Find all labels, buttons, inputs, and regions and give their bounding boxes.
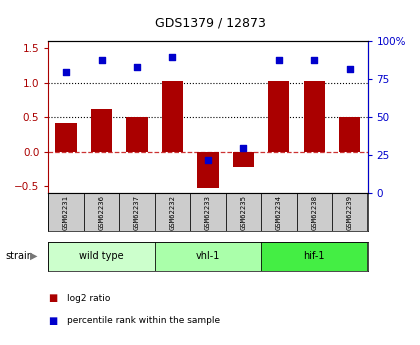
- Point: [240, 145, 247, 150]
- Text: percentile rank within the sample: percentile rank within the sample: [67, 316, 220, 325]
- Bar: [233, 152, 254, 167]
- Bar: [119, 193, 155, 231]
- Point: [63, 69, 69, 75]
- Bar: [190, 193, 226, 231]
- Bar: [261, 193, 297, 231]
- Point: [311, 57, 318, 62]
- Bar: [197, 152, 218, 188]
- Bar: [155, 193, 190, 231]
- Text: vhl-1: vhl-1: [196, 251, 220, 261]
- Text: ▶: ▶: [30, 251, 38, 261]
- Text: wild type: wild type: [79, 251, 124, 261]
- Bar: [126, 117, 147, 152]
- Bar: [297, 193, 332, 231]
- Text: GSM62238: GSM62238: [311, 195, 317, 230]
- Text: ■: ■: [48, 294, 58, 303]
- Text: GSM62235: GSM62235: [240, 195, 247, 230]
- Bar: [162, 81, 183, 152]
- Text: GSM62237: GSM62237: [134, 195, 140, 230]
- Bar: [332, 193, 368, 231]
- Text: GSM62233: GSM62233: [205, 195, 211, 230]
- Bar: [91, 109, 112, 152]
- Text: log2 ratio: log2 ratio: [67, 294, 110, 303]
- Text: ■: ■: [48, 316, 58, 326]
- Bar: [226, 193, 261, 231]
- Bar: [48, 241, 155, 271]
- Bar: [339, 117, 360, 152]
- Text: GSM62234: GSM62234: [276, 195, 282, 230]
- Text: GSM62239: GSM62239: [347, 195, 353, 230]
- Bar: [48, 193, 84, 231]
- Bar: [304, 81, 325, 152]
- Text: GSM62236: GSM62236: [99, 195, 105, 230]
- Text: GSM62231: GSM62231: [63, 195, 69, 230]
- Point: [205, 157, 211, 162]
- Bar: [55, 123, 77, 152]
- Point: [134, 65, 140, 70]
- Point: [98, 57, 105, 62]
- Bar: [84, 193, 119, 231]
- Point: [169, 54, 176, 59]
- Text: GDS1379 / 12873: GDS1379 / 12873: [155, 16, 265, 29]
- Bar: [261, 241, 368, 271]
- Text: hif-1: hif-1: [304, 251, 325, 261]
- Bar: [155, 241, 261, 271]
- Text: GSM62232: GSM62232: [169, 195, 176, 230]
- Text: strain: strain: [5, 251, 33, 261]
- Bar: [268, 81, 289, 152]
- Point: [276, 57, 282, 62]
- Point: [346, 66, 353, 71]
